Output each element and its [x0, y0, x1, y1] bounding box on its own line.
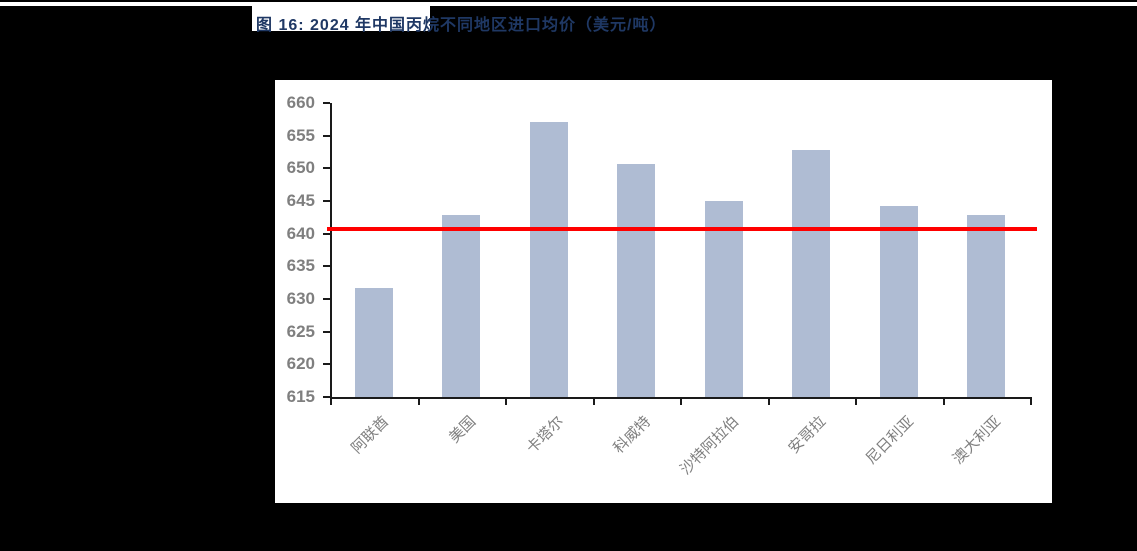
y-axis-tick: [323, 134, 330, 137]
x-axis-line: [330, 397, 1032, 399]
y-axis-tick-label: 650: [286, 158, 315, 178]
x-axis-label-沙特阿拉伯: 沙特阿拉伯: [676, 413, 742, 479]
y-axis-tick: [323, 330, 330, 333]
x-axis-tick: [330, 399, 332, 405]
x-axis-label-美国: 美国: [446, 413, 480, 447]
x-axis-tick: [680, 399, 682, 405]
bar-尼日利亚: [879, 205, 918, 397]
figure-title: 图 16: 2024 年中国丙烷不同地区进口均价（美元/吨）: [256, 17, 667, 34]
average-reference-line: [327, 227, 1037, 232]
bar-阿联酋: [354, 287, 393, 397]
bar-科威特: [617, 163, 656, 397]
x-axis-tick: [417, 399, 420, 405]
y-axis-tick: [323, 396, 330, 398]
bar-美国: [442, 215, 481, 397]
y-axis-tick: [323, 363, 330, 366]
y-axis-tick-label: 635: [286, 256, 315, 276]
page-top-strip: [0, 2, 1137, 6]
y-axis-tick-label: 630: [286, 289, 315, 308]
y-axis-tick: [323, 102, 330, 104]
x-axis-tick: [592, 399, 595, 405]
x-axis-label-尼日利亚: 尼日利亚: [862, 413, 917, 468]
y-axis-tick-label: 655: [286, 125, 315, 145]
x-axis-tick: [855, 399, 857, 405]
bar-澳大利亚: [967, 214, 1006, 397]
y-axis-tick: [323, 265, 330, 268]
bar-沙特阿拉伯: [704, 201, 743, 397]
y-axis-line: [330, 103, 332, 399]
y-axis-tick: [323, 298, 330, 300]
x-axis-label-卡塔尔: 卡塔尔: [523, 413, 567, 457]
chart-area: 660 655 650 645 640 635 630 625 620 615 阿联酋 美国 卡塔尔 科威…: [275, 80, 1052, 503]
x-axis-label-安哥拉: 安哥拉: [785, 413, 830, 457]
y-axis-tick: [323, 200, 330, 202]
y-axis-tick-label: 660: [286, 93, 315, 112]
title-background-patch: [252, 6, 430, 31]
y-axis-tick: [323, 167, 330, 170]
y-axis-tick-label: 625: [286, 321, 315, 341]
y-axis-tick-label: 615: [286, 387, 315, 406]
y-axis-tick: [323, 232, 330, 235]
x-axis-label-澳大利亚: 澳大利亚: [949, 413, 1005, 468]
bar-卡塔尔: [529, 121, 568, 397]
x-axis-label-科威特: 科威特: [610, 413, 655, 457]
x-axis-label-阿联酋: 阿联酋: [348, 413, 392, 457]
y-axis-tick-label: 620: [286, 354, 315, 374]
x-axis-tick: [767, 399, 770, 405]
y-axis-tick-label: 645: [286, 191, 315, 210]
x-axis-tick: [505, 399, 507, 405]
x-axis-tick: [942, 399, 945, 405]
y-axis-tick-label: 640: [286, 223, 315, 243]
bar-安哥拉: [792, 150, 831, 397]
bar-chart-plot: 660 655 650 645 640 635 630 625 620 615 阿联酋 美国 卡塔尔 科威…: [275, 80, 1052, 503]
x-axis-tick: [1030, 399, 1032, 405]
